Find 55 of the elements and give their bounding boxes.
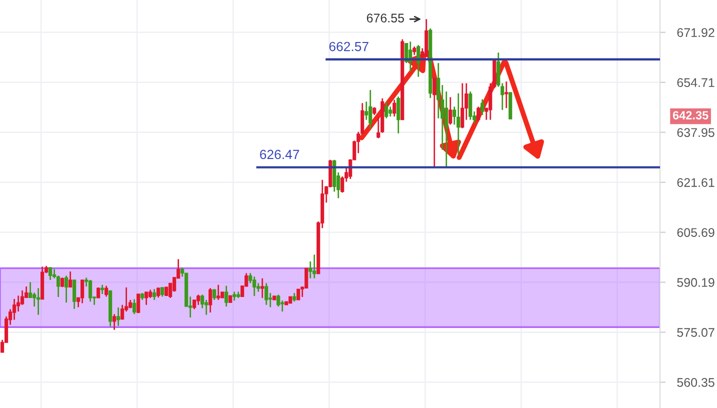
y-tick-label: 605.69 [677,228,714,237]
candlestick [100,284,104,295]
candlestick [64,275,68,304]
candlestick [196,294,200,306]
text: 642.35 [672,111,708,120]
candlestick [392,99,396,118]
annotation: 676.55 [366,14,404,22]
candlestick [156,286,160,298]
candlestick [504,80,508,109]
candlestick [80,279,84,304]
candlestick [396,96,400,134]
candlestick [312,254,316,279]
y-tick-label: 654.71 [677,78,714,88]
candlestick [480,98,484,116]
candlestick [136,293,140,314]
candlestick [296,288,300,301]
candlestick [104,285,108,298]
candlestick [112,313,116,330]
candlestick [276,294,280,308]
candlestick [280,300,284,312]
candlestick [224,285,228,308]
candlestick [160,286,164,298]
candlestick [476,106,480,122]
candlestick [468,90,472,121]
candlestick [456,92,460,156]
candlestick [132,298,136,315]
candlestick [264,282,268,306]
candlestick [88,279,92,302]
y-tick-label: 621.61 [677,178,714,187]
candlestick [432,78,436,168]
y-tick-label: 575.07 [677,328,714,337]
ref-line-label: 626.47 [260,150,300,160]
candlestick [368,89,372,129]
candlestick [96,286,100,299]
y-tick-label: 671.92 [677,28,714,38]
candlestick [260,278,264,299]
candlestick [384,100,388,120]
candlestick [252,276,256,297]
candlestick [116,306,120,326]
ref-line-label: 662.57 [329,42,368,52]
candlestick [216,284,220,301]
candlestick [388,106,392,118]
candlestick [144,291,148,306]
candlestick [364,100,368,121]
candlestick [72,279,76,310]
y-tick-label: 637.95 [677,128,714,137]
candlestick [208,287,212,314]
candlestick [68,270,72,288]
candlestick [460,82,464,129]
candlestick [48,266,52,281]
candlestick [212,288,216,301]
candlestick [152,288,156,301]
y-tick-label: 590.19 [677,278,714,287]
candlestick [448,96,452,126]
y-tick-label: 560.35 [677,378,714,387]
